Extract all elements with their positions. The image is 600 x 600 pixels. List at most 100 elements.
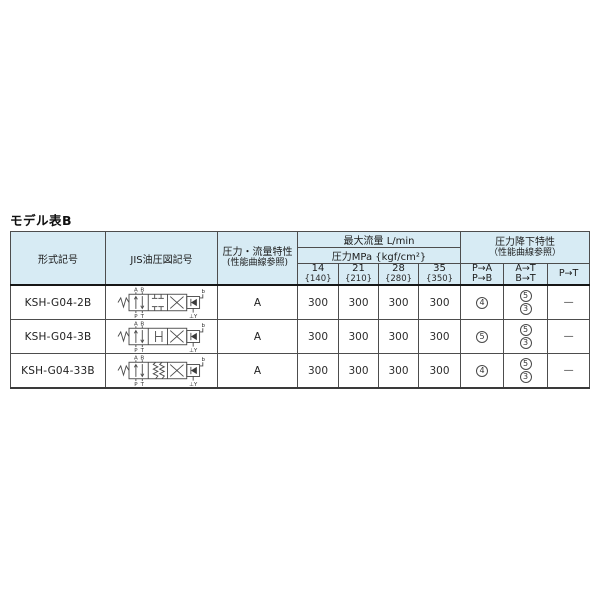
flow-cell: 300 (417, 284, 462, 320)
jis-symbol-cell: A B b P T ⊥Y (105, 353, 218, 389)
circled-number: 5 (519, 324, 532, 336)
jis-symbol-3b: A B b P T ⊥Y (117, 321, 205, 353)
flow-col-kgf: {280} (384, 274, 413, 284)
port-a-label: A (133, 355, 137, 361)
drop-pt-cell: — (547, 319, 591, 354)
table-row-ksh-g04-33b: KSH-G04-33B (10, 353, 591, 389)
drop-at-bt-cell: 5 3 (503, 353, 549, 389)
table-row-ksh-g04-2b: KSH-G04-2B (10, 284, 591, 320)
flow-col-kgf: {350} (426, 274, 454, 284)
flow-col-mpa: 14 (311, 263, 325, 274)
table-row-ksh-g04-3b: KSH-G04-3B (10, 319, 591, 354)
flow-col-kgf: {140} (304, 274, 332, 284)
port-t-label: T (139, 348, 144, 353)
circled-number: 5 (519, 358, 532, 370)
port-b-label: B (140, 321, 144, 327)
flow-cell: 300 (378, 353, 419, 389)
flow-value: 300 (307, 296, 329, 309)
dash-value: — (563, 331, 574, 342)
dash-value: — (563, 297, 574, 308)
flow-value: 300 (348, 364, 369, 377)
header-pressure-flow-characteristic: 圧力・流量特性 (性能曲線参照) (217, 231, 298, 286)
solenoid-b-label: b (201, 323, 205, 329)
flow-value: 300 (429, 296, 450, 309)
jis-symbol-33b: A B b P T ⊥Y (117, 355, 205, 387)
drop-line2: （性能曲線参照） (489, 247, 562, 258)
char-line1: 圧力・流量特性 (222, 247, 293, 258)
header-flow-col-14: 14 {140} (297, 263, 339, 286)
header-row-2: 圧力MPa {kgf/cm²} (11, 247, 590, 264)
flow-value: 300 (388, 296, 409, 309)
model-code: KSH-G04-2B (24, 296, 92, 309)
drop-col-line2: P→B (471, 273, 493, 284)
header-drop-pt: P→T (547, 263, 591, 286)
dash-value: — (563, 365, 574, 376)
jis-symbol-cell: A B b P T ⊥Y (105, 319, 218, 354)
table-body: KSH-G04-2B (10, 284, 591, 389)
solenoid-b-label: b (201, 289, 205, 295)
pressure-mpa-label: 圧力MPa {kgf/cm²} (331, 252, 427, 263)
solenoid-b-label: b (201, 357, 205, 363)
circled-number: 3 (519, 337, 532, 349)
drop-at-bt-cell: 5 3 (503, 319, 549, 354)
circled-number: 4 (476, 296, 489, 309)
circled-number: 5 (519, 290, 532, 302)
flow-col-mpa: 28 (392, 263, 405, 274)
flow-value: 300 (307, 330, 329, 343)
jis-symbol-cell: A B b P T ⊥Y (105, 284, 218, 320)
header-row-3: 14 {140} 21 {210} 28 {280} (11, 263, 591, 286)
header-flow-col-35: 35 {350} (417, 263, 462, 286)
port-p-label: P (134, 382, 138, 387)
drop-col-line2: B→T (515, 273, 536, 284)
flow-cell: 300 (338, 319, 379, 354)
flow-cell: 300 (417, 319, 462, 354)
flow-col-mpa: 35 (433, 263, 446, 274)
flow-value: 300 (388, 364, 409, 377)
flow-cell: 300 (378, 319, 419, 354)
drop-line1: 圧力降下特性 (495, 236, 556, 248)
flow-cell: 300 (338, 353, 379, 389)
characteristic-value: A (253, 296, 262, 309)
flow-cell: 300 (297, 353, 339, 389)
header-pressure-drop: 圧力降下特性 （性能曲線参照） (460, 231, 591, 264)
port-p-label: P (134, 348, 138, 353)
circled-number: 3 (519, 303, 532, 315)
drop-pa-pb-cell: 5 (460, 319, 505, 354)
header-drop-at-bt: A→T B→T (503, 263, 549, 286)
header-jis-symbol-label: JIS油圧図記号 (130, 254, 193, 266)
flow-col-kgf: {210} (344, 274, 373, 284)
flow-value: 300 (348, 296, 369, 309)
header-max-flow: 最大流量 L/min (296, 231, 462, 248)
char-line2: (性能曲線参照) (226, 258, 289, 268)
header-row-1: 形式記号 JIS油圧図記号 圧力・流量特性 (性能曲線参照) 最大流量 L/mi… (10, 231, 591, 286)
drop-pa-pb-cell: 4 (460, 353, 505, 389)
drop-col-line1: P→T (558, 268, 579, 279)
characteristic-cell: A (217, 353, 298, 389)
model-code-cell: KSH-G04-33B (10, 353, 106, 389)
drop-at-bt-cell: 5 3 (503, 284, 549, 320)
flow-cell: 300 (417, 353, 462, 389)
flow-cell: 300 (338, 284, 379, 320)
characteristic-value: A (253, 364, 262, 377)
port-p-label: P (134, 314, 138, 319)
port-a-label: A (133, 287, 137, 293)
flow-value: 300 (307, 364, 329, 377)
flow-value: 300 (429, 364, 450, 377)
port-b-label: B (140, 287, 144, 293)
drain-y-label: ⊥Y (189, 348, 198, 353)
flow-cell: 300 (378, 284, 419, 320)
port-t-label: T (139, 382, 144, 387)
drop-col-line1: P→A (471, 263, 493, 274)
table-header: 形式記号 JIS油圧図記号 圧力・流量特性 (性能曲線参照) 最大流量 L/mi… (10, 231, 591, 286)
model-code-cell: KSH-G04-2B (10, 284, 106, 320)
port-a-label: A (133, 321, 137, 327)
model-code: KSH-G04-3B (24, 330, 92, 343)
flow-value: 300 (388, 330, 409, 343)
header-model-code-label: 形式記号 (38, 254, 78, 266)
jis-symbol-2b: A B b P T ⊥Y (117, 287, 205, 319)
port-b-label: B (140, 355, 144, 361)
drop-col-line1: A→T (515, 263, 536, 274)
max-flow-label: 最大流量 L/min (343, 236, 415, 247)
pilot-triangle-icon (190, 332, 197, 341)
port-t-label: T (139, 314, 144, 319)
